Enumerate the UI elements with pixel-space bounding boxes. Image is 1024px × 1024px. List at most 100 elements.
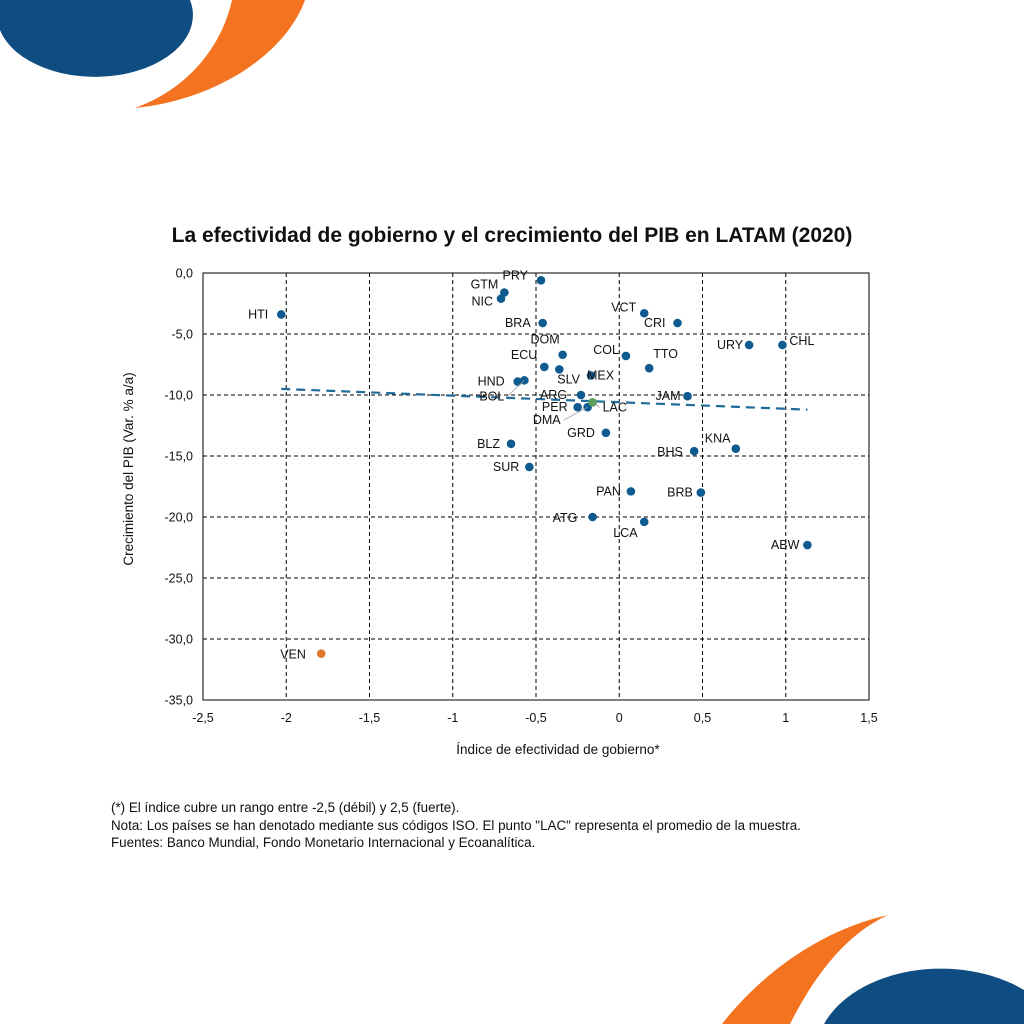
footnote-note: Nota: Los países se han denotado mediant…: [111, 817, 801, 833]
point-label-lca: LCA: [613, 526, 638, 540]
y-tick-label: -15,0: [165, 450, 194, 464]
point-label-cri: CRI: [644, 316, 666, 330]
point-label-col: COL: [593, 343, 619, 357]
y-tick-label: -30,0: [165, 633, 194, 647]
x-tick-label: 0,5: [694, 711, 711, 725]
data-point-grd: [601, 428, 611, 438]
data-point-jam: [683, 391, 692, 401]
data-point-ecu: [540, 362, 549, 372]
data-point-chl: [778, 340, 787, 350]
point-label-slv: SLV: [557, 372, 580, 386]
point-label-jam: JAM: [656, 389, 681, 403]
point-label-hti: HTI: [248, 307, 268, 321]
point-label-mex: MEX: [587, 368, 615, 382]
leader-line: [563, 406, 588, 421]
x-tick-label: 1,5: [860, 711, 877, 725]
trendline-layer: [281, 387, 808, 411]
data-point-hnd: [513, 377, 522, 386]
point-label-pry: PRY: [503, 268, 529, 282]
data-point-mex: [586, 371, 596, 380]
footnotes: (*) El índice cubre un rango entre -2,5 …: [111, 799, 911, 852]
data-point-brb: [696, 488, 706, 497]
point-label-pan: PAN: [596, 484, 621, 498]
data-point-ven: [316, 649, 326, 658]
data-points: [276, 276, 812, 658]
data-point-tto: [644, 363, 654, 373]
data-point-abw: [803, 540, 812, 550]
data-point-vct: [639, 308, 649, 318]
data-point-atg: [588, 512, 597, 522]
y-tick-label: -35,0: [165, 694, 194, 708]
data-point-cri: [673, 318, 682, 328]
point-label-gtm: GTM: [471, 278, 499, 292]
chart-title: La efectividad de gobierno y el crecimie…: [171, 224, 853, 247]
data-point-hti: [276, 310, 286, 319]
data-point-slv: [555, 365, 564, 374]
data-point-nic: [496, 294, 506, 303]
x-axis-label: Índice de efectividad de gobierno*: [456, 742, 660, 757]
grid-lines: [203, 273, 869, 700]
x-tick-label: 0: [616, 711, 623, 725]
point-label-abw: ABW: [771, 538, 800, 552]
data-point-dom: [558, 350, 567, 360]
x-tick-label: -1,5: [359, 711, 381, 725]
data-point-blz: [506, 439, 516, 449]
plot-frame: [202, 272, 870, 701]
brand-blue-circle-bottom-right: [824, 968, 1024, 1024]
trendline: [281, 387, 808, 411]
point-label-bra: BRA: [505, 316, 531, 330]
y-tick-label: -10,0: [165, 389, 194, 403]
point-label-hnd: HND: [478, 375, 505, 389]
point-label-nic: NIC: [472, 295, 494, 309]
y-tick-label: -5,0: [171, 328, 193, 342]
y-tick-label: 0,0: [176, 267, 193, 281]
x-tick-label: -2: [281, 711, 292, 725]
footnote-index-range: (*) El índice cubre un rango entre -2,5 …: [111, 800, 460, 815]
point-label-bol: BOL: [479, 389, 504, 403]
data-point-lca: [639, 517, 649, 527]
point-label-tto: TTO: [653, 347, 678, 361]
footnote-sources: Fuentes: Banco Mundial, Fondo Monetario …: [111, 835, 536, 850]
x-tick-label: -0,5: [525, 711, 547, 725]
point-label-chl: CHL: [789, 334, 814, 348]
x-tick-label: -1: [447, 711, 458, 725]
data-point-pan: [626, 487, 636, 496]
data-point-sur: [525, 462, 534, 472]
data-point-bra: [538, 318, 547, 328]
point-label-atg: ATG: [553, 511, 578, 525]
brand-blue-circle-top-left: [0, 0, 193, 77]
point-label-bhs: BHS: [657, 445, 683, 459]
point-label-grd: GRD: [567, 426, 595, 440]
y-tick-label: -20,0: [165, 511, 194, 525]
data-point-arg: [576, 390, 586, 400]
data-point-per: [573, 402, 582, 412]
leader-line: [507, 380, 525, 397]
y-tick-label: -25,0: [165, 572, 194, 586]
point-label-arg: ARG: [540, 388, 567, 402]
point-label-dom: DOM: [530, 333, 559, 347]
axis-ticks: -2,5 -2 -1,5 -1 -0,5 0 0,5 1 1,5 0,0 -5,0 -10,0 -15,…: [165, 267, 878, 726]
x-tick-label: -2,5: [192, 711, 214, 725]
x-tick-label: 1: [782, 711, 789, 725]
data-point-pry: [536, 276, 546, 285]
point-label-lac: LAC: [603, 400, 627, 414]
point-label-sur: SUR: [493, 460, 519, 474]
point-label-per: PER: [542, 400, 568, 414]
point-label-dma: DMA: [533, 413, 561, 427]
point-labels: PRY GTM NIC HTI VCT CRI BRA URY CHL DOM COL TTO ECU S…: [248, 268, 814, 661]
brand-orange-arc-top-left: [135, 0, 305, 108]
y-axis-label: Crecimiento del PIB (Var. % a/a): [121, 372, 136, 565]
data-point-col: [621, 351, 631, 361]
point-label-vct: VCT: [611, 300, 636, 314]
point-label-ury: URY: [717, 338, 744, 352]
data-point-bhs: [689, 446, 699, 456]
leader-line: [592, 401, 600, 408]
data-point-ury: [744, 340, 754, 350]
point-label-ecu: ECU: [511, 348, 537, 362]
point-label-blz: BLZ: [477, 437, 500, 451]
brand-orange-arc-bottom-right: [722, 915, 888, 1024]
point-label-brb: BRB: [667, 486, 693, 500]
data-point-kna: [731, 444, 741, 453]
